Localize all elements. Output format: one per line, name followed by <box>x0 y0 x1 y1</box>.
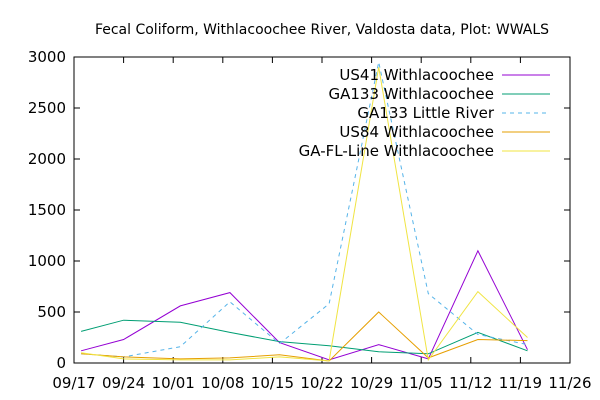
y-tick-label: 3000 <box>28 48 66 66</box>
x-tick-label: 09/24 <box>102 374 145 392</box>
x-tick-label: 11/12 <box>449 374 492 392</box>
series-line-5 <box>81 67 528 362</box>
legend-label: GA133 Little River <box>357 104 494 122</box>
plot-frame <box>73 56 571 364</box>
legend-label: US84 Withlacoochee <box>339 123 494 141</box>
y-tick-label: 500 <box>37 303 66 321</box>
series-line-1 <box>80 249 528 361</box>
series-line-4 <box>81 311 528 362</box>
y-tick-label: 2000 <box>28 150 66 168</box>
y-tick-label: 2500 <box>28 99 66 117</box>
x-tick-label: 11/05 <box>400 374 443 392</box>
x-tick-label: 10/22 <box>300 374 343 392</box>
series-line-2 <box>80 319 528 355</box>
y-tick-label: 1000 <box>28 252 66 270</box>
legend-label: GA-FL-Line Withlacoochee <box>299 142 494 160</box>
legend-label: GA133 Withlacoochee <box>328 85 494 103</box>
axis-ticks: 0 500 1000 1500 2000 2500 3000 09/17 09/24 10/01 1… <box>28 48 592 392</box>
y-tick-label: 1500 <box>28 201 66 219</box>
y-tick-label: 0 <box>56 354 66 372</box>
x-tick-label: 10/01 <box>152 374 195 392</box>
x-tick-label: 10/15 <box>251 374 294 392</box>
chart-title: Fecal Coliform, Withlacoochee River, Val… <box>95 22 549 38</box>
x-tick-label: 11/19 <box>499 374 542 392</box>
x-tick-label: 10/08 <box>201 374 244 392</box>
x-tick-label: 09/17 <box>52 374 95 392</box>
x-tick-label: 11/26 <box>548 374 591 392</box>
series-lines <box>80 61 528 362</box>
x-tick-label: 10/29 <box>350 374 393 392</box>
legend-label: US41 Withlacoochee <box>339 66 494 84</box>
series-line-3 <box>81 61 528 358</box>
